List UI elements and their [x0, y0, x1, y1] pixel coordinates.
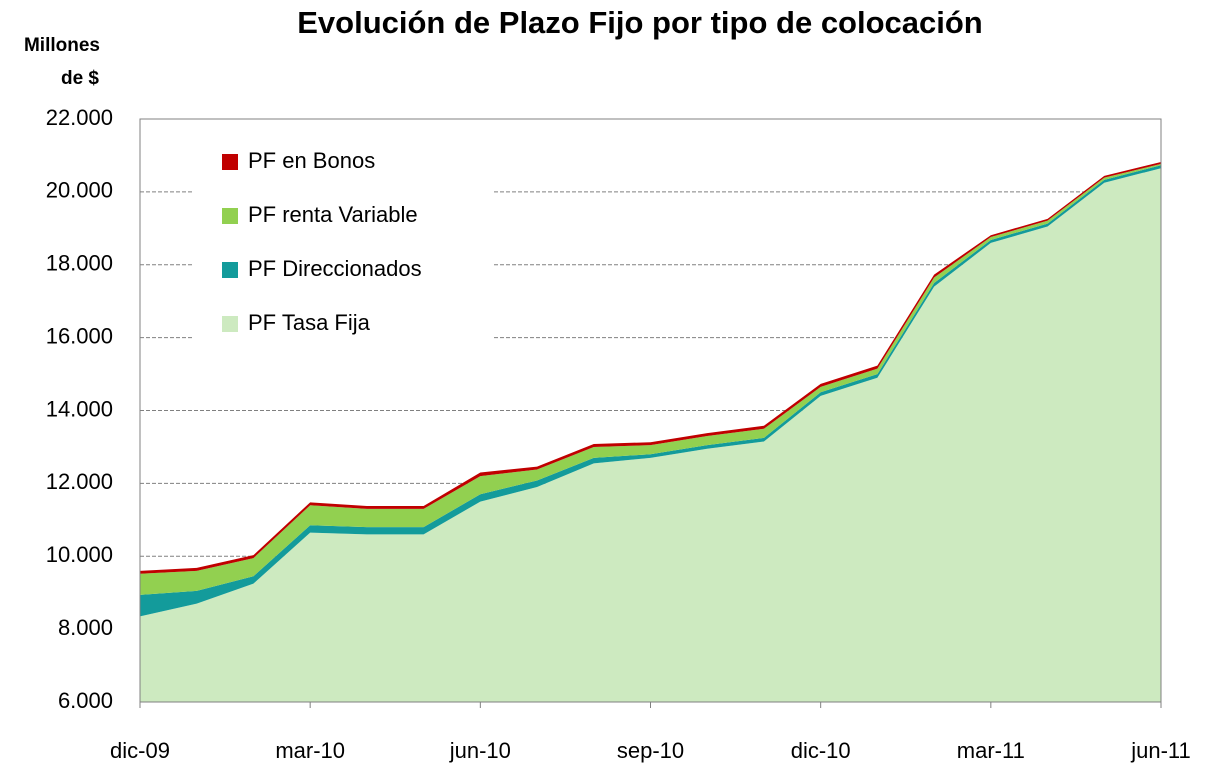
x-tick-label: dic-09: [110, 738, 170, 763]
legend-swatch: [222, 154, 238, 170]
legend-swatch: [222, 208, 238, 224]
y-tick-label: 6.000: [58, 688, 113, 713]
legend-swatch: [222, 316, 238, 332]
y-axis-label: Millones: [24, 35, 100, 56]
y-tick-label: 20.000: [46, 178, 113, 203]
y-tick-label: 14.000: [46, 396, 113, 421]
area: [140, 168, 1161, 703]
x-tick-label: mar-11: [957, 738, 1025, 763]
x-tick-label: jun-11: [1130, 738, 1191, 763]
x-tick-label: dic-10: [791, 738, 851, 763]
y-tick-label: 12.000: [46, 469, 113, 494]
y-tick-label: 8.000: [58, 615, 113, 640]
legend-label: PF Tasa Fija: [248, 310, 371, 335]
legend-box: [192, 140, 492, 352]
x-tick-label: mar-10: [275, 738, 345, 763]
legend-label: PF Direccionados: [248, 256, 422, 281]
y-tick-label: 16.000: [46, 323, 113, 348]
legend-swatch: [222, 262, 238, 278]
y-tick-label: 10.000: [46, 542, 113, 567]
x-tick-label: jun-10: [449, 738, 511, 763]
y-axis-label: de $: [61, 68, 99, 89]
legend-label: PF renta Variable: [248, 202, 418, 227]
y-tick-label: 18.000: [46, 251, 113, 276]
legend-label: PF en Bonos: [248, 148, 375, 173]
x-tick-label: sep-10: [617, 738, 684, 763]
chart-title: Evolución de Plazo Fijo por tipo de colo…: [297, 5, 983, 40]
y-tick-label: 22.000: [46, 105, 113, 130]
